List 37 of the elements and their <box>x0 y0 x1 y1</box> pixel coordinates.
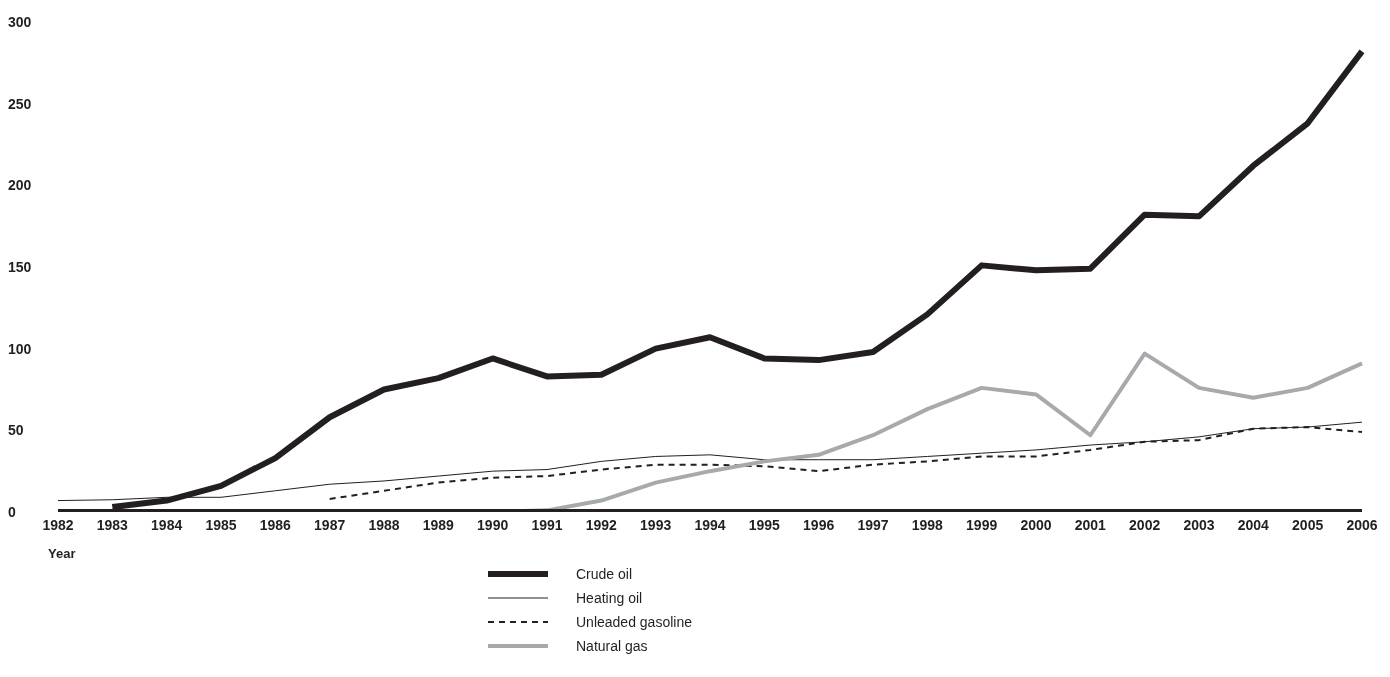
legend-label: Natural gas <box>576 638 648 654</box>
x-tick-label: 1992 <box>585 516 618 533</box>
y-tick-label: 300 <box>8 13 32 30</box>
x-tick-label: 2004 <box>1237 516 1270 533</box>
x-tick-label: 2001 <box>1074 516 1107 533</box>
y-tick-label: 250 <box>8 95 32 112</box>
x-tick-label: 1989 <box>422 516 455 533</box>
x-tick-label: 1994 <box>694 516 726 533</box>
x-tick-label: 2000 <box>1020 516 1052 533</box>
x-tick-label: 1998 <box>911 516 944 533</box>
x-axis-title: Year <box>48 546 76 561</box>
x-tick-label: 1984 <box>151 516 183 533</box>
x-tick-label: 1999 <box>966 516 998 533</box>
x-tick-label: 1990 <box>477 516 509 533</box>
y-tick-label: 100 <box>8 340 32 357</box>
y-tick-label: 200 <box>8 177 32 194</box>
x-tick-label: 1988 <box>368 516 400 533</box>
x-tick-label: 1995 <box>748 516 781 533</box>
x-tick-label: 1993 <box>640 516 672 533</box>
x-tick-label: 1996 <box>803 516 835 533</box>
y-tick-label: 150 <box>8 258 32 275</box>
x-tick-label: 1982 <box>42 516 74 533</box>
y-tick-label: 50 <box>8 422 24 439</box>
legend-label: Crude oil <box>576 566 633 582</box>
legend-label: Heating oil <box>576 590 643 606</box>
x-tick-label: 2003 <box>1183 516 1215 533</box>
x-tick-label: 1997 <box>857 516 889 533</box>
x-tick-label: 2005 <box>1292 516 1324 533</box>
x-tick-label: 1985 <box>205 516 237 533</box>
x-tick-label: 2006 <box>1346 516 1378 533</box>
x-tick-label: 2002 <box>1129 516 1161 533</box>
x-tick-label: 1983 <box>96 516 129 533</box>
x-tick-label: 1986 <box>259 516 292 533</box>
x-tick-label: 1991 <box>531 516 563 533</box>
legend-label: Unleaded gasoline <box>576 614 692 630</box>
y-tick-label: 0 <box>8 503 16 520</box>
x-tick-label: 1987 <box>314 516 346 533</box>
